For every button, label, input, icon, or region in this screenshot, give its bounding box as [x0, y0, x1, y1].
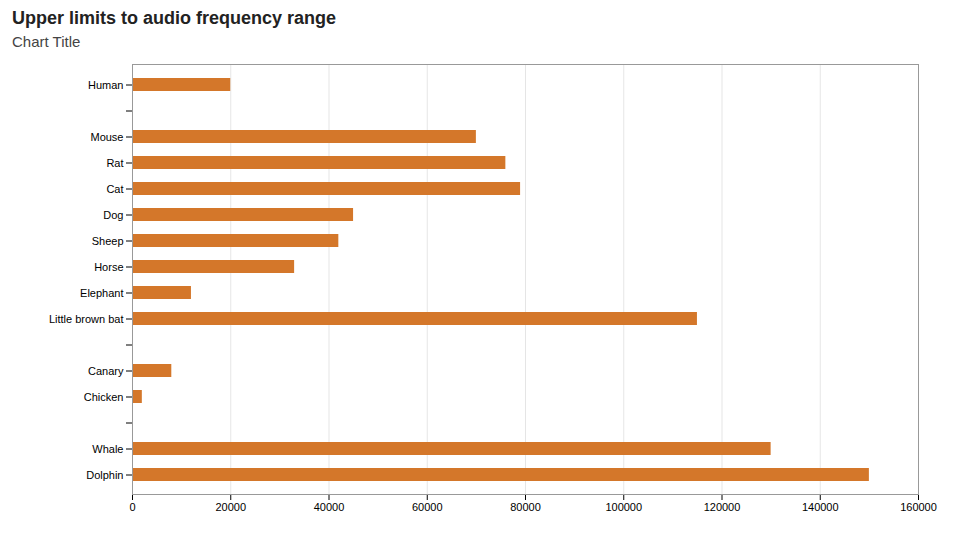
svg-text:40000: 40000	[314, 501, 345, 513]
svg-text:Mouse: Mouse	[90, 131, 123, 143]
svg-text:Elephant: Elephant	[80, 287, 123, 299]
svg-text:100000: 100000	[605, 501, 642, 513]
svg-text:20000: 20000	[215, 501, 246, 513]
svg-text:Rat: Rat	[106, 157, 123, 169]
svg-text:Sheep: Sheep	[92, 235, 124, 247]
svg-text:Human: Human	[88, 79, 123, 91]
svg-text:Dolphin: Dolphin	[86, 469, 123, 481]
svg-text:80000: 80000	[510, 501, 541, 513]
svg-text:Whale: Whale	[92, 443, 123, 455]
svg-text:140000: 140000	[802, 501, 839, 513]
svg-text:Chicken: Chicken	[84, 391, 124, 403]
html-text:Upper limits to audio frequenc: Upper limits to audio frequency range	[12, 8, 337, 28]
svg-text:Cat: Cat	[106, 183, 123, 195]
svg-text:Little brown bat: Little brown bat	[49, 313, 124, 325]
svg-text:160000: 160000	[900, 501, 937, 513]
svg-text:Dog: Dog	[103, 209, 123, 221]
svg-text:120000: 120000	[704, 501, 741, 513]
html-text:Chart Title: Chart Title	[12, 33, 81, 50]
svg-text:0: 0	[129, 501, 135, 513]
svg-text:Horse: Horse	[94, 261, 123, 273]
svg-text:60000: 60000	[412, 501, 443, 513]
svg-text:Canary: Canary	[88, 365, 124, 377]
